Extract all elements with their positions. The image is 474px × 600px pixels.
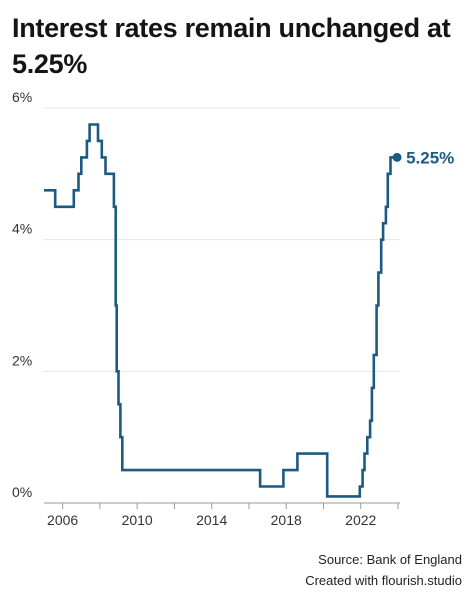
- end-marker-group: 5.25%: [392, 148, 454, 167]
- source-note: Source: Bank of England: [318, 552, 462, 567]
- x-axis: 2006 2010 2014 2018 2022: [47, 503, 399, 528]
- y-tick-label: 6%: [12, 89, 32, 105]
- x-tick-label: 2018: [271, 512, 302, 528]
- y-tick-label: 4%: [12, 221, 32, 237]
- credit-link[interactable]: Created with flourish.studio: [305, 573, 462, 588]
- x-tick-label: 2014: [196, 512, 227, 528]
- chart-title: Interest rates remain unchanged at 5.25%: [12, 13, 451, 79]
- end-point-marker: [392, 152, 402, 162]
- x-tick-label: 2010: [122, 512, 153, 528]
- y-axis: 0% 2% 4% 6%: [12, 89, 32, 500]
- series-group: [44, 123, 398, 498]
- series-line: [44, 123, 398, 498]
- grid-lines: [44, 107, 400, 504]
- y-tick-label: 0%: [12, 484, 32, 500]
- x-tick-label: 2006: [47, 512, 78, 528]
- y-tick-label: 2%: [12, 352, 32, 368]
- x-tick-label: 2022: [345, 512, 376, 528]
- end-value-label: 5.25%: [406, 148, 454, 167]
